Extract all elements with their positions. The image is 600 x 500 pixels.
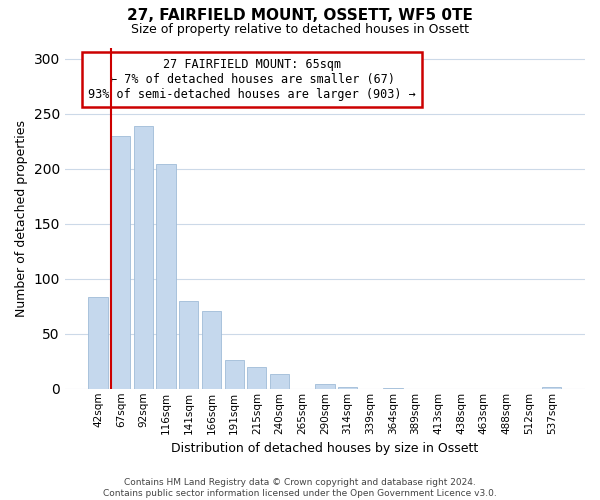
Text: 27 FAIRFIELD MOUNT: 65sqm
← 7% of detached houses are smaller (67)
93% of semi-d: 27 FAIRFIELD MOUNT: 65sqm ← 7% of detach…	[88, 58, 416, 100]
Bar	[88, 298, 108, 389]
Y-axis label: Number of detached properties: Number of detached properties	[15, 120, 28, 316]
X-axis label: Distribution of detached houses by size in Ossett: Distribution of detached houses by size …	[171, 442, 479, 455]
Bar	[338, 386, 357, 389]
Bar	[383, 388, 403, 389]
Text: 27, FAIRFIELD MOUNT, OSSETT, WF5 0TE: 27, FAIRFIELD MOUNT, OSSETT, WF5 0TE	[127, 8, 473, 22]
Bar	[315, 384, 335, 389]
Text: Size of property relative to detached houses in Ossett: Size of property relative to detached ho…	[131, 22, 469, 36]
Bar	[202, 310, 221, 389]
Bar	[179, 300, 199, 389]
Text: Contains HM Land Registry data © Crown copyright and database right 2024.
Contai: Contains HM Land Registry data © Crown c…	[103, 478, 497, 498]
Bar	[270, 374, 289, 389]
Bar	[134, 126, 153, 389]
Bar	[157, 164, 176, 389]
Bar	[224, 360, 244, 389]
Bar	[247, 366, 266, 389]
Bar	[542, 386, 562, 389]
Bar	[111, 136, 130, 389]
